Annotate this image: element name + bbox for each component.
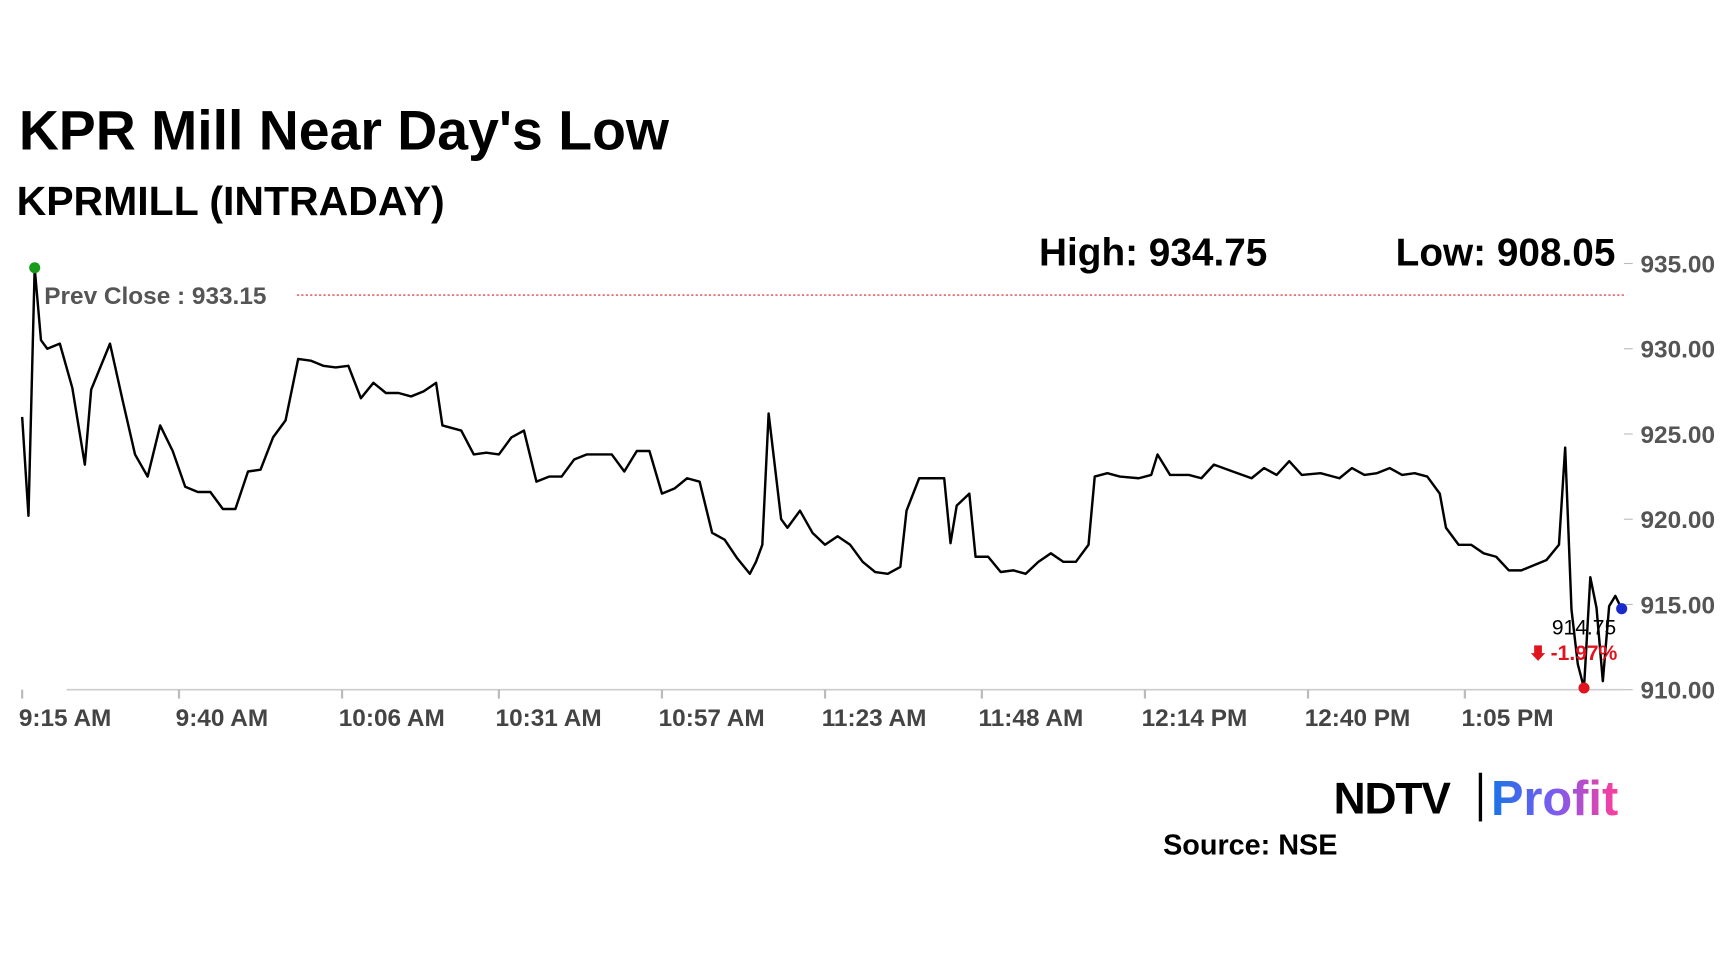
y-tick-label: 935.00	[1640, 251, 1715, 278]
source: Source: NSE	[1163, 830, 1337, 862]
last-dot	[1616, 603, 1628, 615]
high-dot	[29, 262, 41, 274]
change-label: -1.97%	[1551, 642, 1618, 665]
logo-ndtv: NDTV	[1334, 775, 1452, 824]
low-dot	[1578, 682, 1590, 694]
low-label: Low: 908.05	[1396, 232, 1616, 275]
x-tick-label: 12:14 PM	[1142, 705, 1248, 732]
logo: NDTV Profit	[1334, 772, 1619, 826]
high-label: High: 934.75	[1039, 232, 1267, 275]
chart-subtitle: KPRMILL (INTRADAY)	[17, 178, 445, 224]
last-value-label: 914.75	[1552, 616, 1616, 639]
y-tick-label: 920.00	[1640, 507, 1715, 534]
x-tick-label: 12:40 PM	[1305, 705, 1411, 732]
logo-divider	[1478, 772, 1483, 822]
logo-profit: Profit	[1491, 772, 1618, 826]
x-tick-label: 10:57 AM	[659, 705, 765, 732]
x-tick-label: 9:40 AM	[176, 705, 269, 732]
x-tick-label: 10:06 AM	[339, 705, 445, 732]
price-line	[20, 266, 1623, 690]
chart-title: KPR Mill Near Day's Low	[19, 99, 670, 161]
x-tick-label: 11:23 AM	[822, 705, 927, 732]
x-tick-label: 10:31 AM	[496, 705, 602, 732]
change-arrow	[1530, 645, 1546, 661]
x-tick-label: 1:05 PM	[1462, 705, 1554, 732]
y-tick-label: 930.00	[1640, 337, 1715, 364]
x-tick-label: 11:48 AM	[979, 705, 1084, 732]
y-tick-label: 925.00	[1640, 422, 1715, 449]
y-tick-label: 910.00	[1640, 678, 1715, 705]
y-tick-label: 915.00	[1640, 592, 1715, 619]
prev-close-label: Prev Close : 933.15	[44, 283, 266, 310]
x-tick-label: 9:15 AM	[19, 705, 112, 732]
